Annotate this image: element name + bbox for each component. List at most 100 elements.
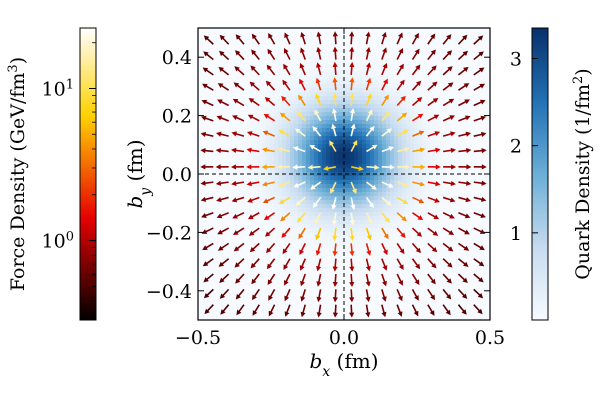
density-cell <box>346 32 351 37</box>
density-cell <box>242 168 247 173</box>
density-cell <box>314 256 319 261</box>
density-cell <box>454 308 459 313</box>
density-cell <box>226 224 231 229</box>
density-cell <box>454 168 459 173</box>
density-cell <box>278 124 283 129</box>
density-cell <box>334 88 339 93</box>
density-cell <box>262 228 267 233</box>
density-cell <box>338 108 343 113</box>
density-cell <box>410 312 415 317</box>
density-cell <box>338 40 343 45</box>
density-cell <box>282 300 287 305</box>
density-cell <box>430 56 435 61</box>
density-cell <box>338 292 343 297</box>
density-cell <box>282 120 287 125</box>
density-cell <box>430 60 435 65</box>
density-cell <box>354 44 359 49</box>
density-cell <box>370 92 375 97</box>
density-cell <box>390 264 395 269</box>
density-cell <box>290 44 295 49</box>
density-cell <box>282 36 287 41</box>
density-cell <box>234 92 239 97</box>
density-cell <box>422 52 427 57</box>
density-cell <box>198 32 203 37</box>
density-cell <box>454 156 459 161</box>
density-cell <box>414 212 419 217</box>
density-cell <box>458 268 463 273</box>
density-cell <box>238 288 243 293</box>
density-cell <box>350 88 355 93</box>
density-cell <box>394 180 399 185</box>
density-cell <box>274 40 279 45</box>
density-cell <box>378 276 383 281</box>
density-cell <box>314 316 319 320</box>
density-cell <box>210 108 215 113</box>
density-cell <box>466 272 471 277</box>
density-cell <box>282 72 287 77</box>
density-cell <box>290 276 295 281</box>
density-cell <box>462 204 467 209</box>
density-cell <box>438 192 443 197</box>
density-cell <box>198 140 203 145</box>
density-cell <box>326 260 331 265</box>
density-cell <box>390 260 395 265</box>
density-cell <box>430 248 435 253</box>
density-cell <box>214 236 219 241</box>
density-cell <box>414 236 419 241</box>
density-cell <box>326 312 331 317</box>
density-cell <box>302 48 307 53</box>
density-cell <box>338 268 343 273</box>
density-cell <box>398 260 403 265</box>
density-cell <box>294 96 299 101</box>
density-cell <box>394 212 399 217</box>
density-cell <box>466 88 471 93</box>
density-cell <box>250 252 255 257</box>
density-cell <box>286 264 291 269</box>
density-cell <box>350 208 355 213</box>
density-cell <box>378 56 383 61</box>
density-cell <box>462 192 467 197</box>
density-cell <box>426 244 431 249</box>
density-cell <box>334 84 339 89</box>
density-cell <box>298 204 303 209</box>
density-cell <box>310 136 315 141</box>
density-cell <box>374 216 379 221</box>
density-cell <box>322 188 327 193</box>
density-cell <box>302 28 307 33</box>
density-cell <box>378 236 383 241</box>
density-cell <box>354 316 359 320</box>
density-cell <box>386 212 391 217</box>
density-cell <box>450 284 455 289</box>
density-cell <box>302 96 307 101</box>
density-cell <box>198 136 203 141</box>
density-cell <box>338 316 343 320</box>
density-cell <box>310 220 315 225</box>
density-cell <box>202 224 207 229</box>
density-cell <box>390 224 395 229</box>
density-cell <box>426 292 431 297</box>
density-cell <box>406 116 411 121</box>
density-cell <box>246 132 251 137</box>
density-cell <box>414 56 419 61</box>
density-cell <box>438 144 443 149</box>
density-cell <box>422 288 427 293</box>
density-cell <box>326 208 331 213</box>
density-cell <box>206 248 211 253</box>
density-cell <box>346 52 351 57</box>
density-cell <box>382 96 387 101</box>
density-cell <box>354 36 359 41</box>
density-cell <box>398 184 403 189</box>
density-cell <box>306 240 311 245</box>
density-cell <box>210 152 215 157</box>
density-cell <box>230 76 235 81</box>
density-cell <box>222 60 227 65</box>
density-cell <box>334 184 339 189</box>
density-cell <box>266 240 271 245</box>
density-cell <box>446 312 451 317</box>
density-cell <box>466 188 471 193</box>
density-cell <box>302 92 307 97</box>
density-cell <box>446 92 451 97</box>
density-cell <box>254 204 259 209</box>
density-cell <box>454 112 459 117</box>
density-cell <box>414 288 419 293</box>
